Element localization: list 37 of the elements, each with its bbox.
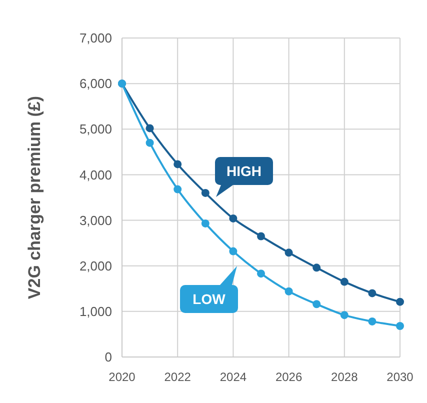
x-tick-label: 2026 xyxy=(275,370,302,384)
point xyxy=(257,270,265,278)
point xyxy=(396,322,404,330)
x-tick-label: 2022 xyxy=(164,370,192,384)
y-tick-label: 6,000 xyxy=(79,76,112,92)
x-tick-label: 2020 xyxy=(108,370,136,384)
point xyxy=(396,298,404,306)
point xyxy=(340,311,348,320)
point xyxy=(368,317,376,326)
point xyxy=(174,185,182,194)
x-tick-label: 2024 xyxy=(220,370,247,384)
legend-label: LOW xyxy=(192,290,226,307)
point xyxy=(229,214,238,222)
point xyxy=(201,188,210,197)
point xyxy=(340,278,348,286)
x-tick-label: 2030 xyxy=(386,370,414,384)
point xyxy=(284,248,293,257)
y-axis-title: V2G charger premium (£) xyxy=(25,96,44,300)
point xyxy=(312,300,321,308)
point xyxy=(146,138,154,147)
point xyxy=(284,287,293,296)
x-tick-label: 2028 xyxy=(331,370,358,384)
point xyxy=(312,264,321,272)
y-tick-label: 0 xyxy=(104,350,112,365)
point xyxy=(368,289,376,298)
point xyxy=(201,219,210,228)
series-label: HIGH xyxy=(226,162,262,179)
y-tick-label: 2,000 xyxy=(79,258,112,274)
point xyxy=(174,160,182,168)
y-tick-label: 3,000 xyxy=(79,212,112,228)
y-tick-label: 7,000 xyxy=(79,30,112,46)
point xyxy=(257,232,265,240)
y-tick-label: 1,000 xyxy=(79,304,112,319)
y-tick-label: 4,000 xyxy=(79,167,112,182)
point xyxy=(146,124,154,132)
point xyxy=(229,247,238,256)
y-tick-label: 5,000 xyxy=(79,122,112,137)
